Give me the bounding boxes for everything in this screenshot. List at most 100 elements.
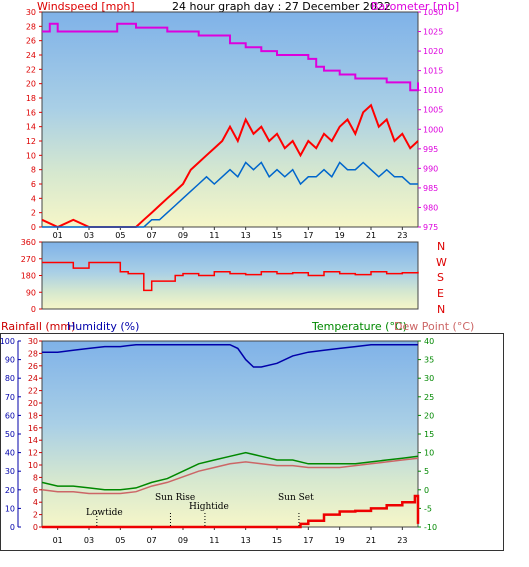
temperature-axis-title: Temperature (°C) <box>311 320 407 333</box>
wind-ytick-label-4: 4 <box>31 194 36 203</box>
wind-x-label-07: 07 <box>147 231 157 240</box>
hum-ytick-label-60: 60 <box>5 411 15 420</box>
barometer-right-axis: 975 980 985 990 995 1000 1005 1010 1015 1020 1025 1… <box>418 8 443 232</box>
rain-ytick-label-6: 6 <box>33 486 38 495</box>
wind-x-label-19: 19 <box>335 231 345 240</box>
windspeed-axis-title: Windspeed [mph] <box>37 0 135 13</box>
climate-x-label-11: 11 <box>209 536 219 545</box>
baro-ytick-label-985: 985 <box>423 184 438 193</box>
dir-ytick-label-0: 0 <box>31 305 36 314</box>
climate-x-label-21: 21 <box>366 536 376 545</box>
barometer-axis-title: Barometer [mb] <box>371 0 459 13</box>
baro-ytick-label-1005: 1005 <box>423 106 443 115</box>
climate-x-label-05: 05 <box>115 536 125 545</box>
rain-ytick-label-16: 16 <box>28 424 38 433</box>
rainfall-axis-title: Rainfall (mm) <box>1 320 75 333</box>
direction-series <box>42 261 419 292</box>
wind-ytick-label-8: 8 <box>31 166 36 175</box>
climate-series <box>41 343 420 529</box>
wind-ytick-label-22: 22 <box>26 65 36 74</box>
hum-ytick-label-50: 50 <box>5 430 15 439</box>
hum-ytick-label-100: 100 <box>0 337 15 346</box>
wind-series <box>41 22 419 229</box>
temp-ytick-label--5: -5 <box>424 504 432 513</box>
humidity-axis-title: Humidity (%) <box>67 320 139 333</box>
climate-x-label-09: 09 <box>178 536 188 545</box>
baro-ytick-label-980: 980 <box>423 203 438 212</box>
rainfall-series-line <box>42 494 420 529</box>
rain-ytick-label-20: 20 <box>28 399 38 408</box>
rain-ytick-label-14: 14 <box>28 436 38 445</box>
climate-x-label-17: 17 <box>303 536 313 545</box>
baro-ytick-label-1025: 1025 <box>423 28 443 37</box>
humidity-series-line <box>42 343 418 368</box>
hightide-label: Hightide <box>189 502 229 512</box>
sunrise-label: Sun Rise <box>155 493 195 503</box>
rain-ytick-label-18: 18 <box>28 411 38 420</box>
wind-x-label-13: 13 <box>241 231 251 240</box>
rain-ytick-label-10: 10 <box>28 461 38 470</box>
rain-ytick-label-22: 22 <box>28 387 38 396</box>
hum-ytick-label-40: 40 <box>5 449 15 458</box>
baro-ytick-label-1030: 1030 <box>423 8 443 17</box>
hum-ytick-label-70: 70 <box>5 393 15 402</box>
dewpoint-axis-title: Dew Point (°C) <box>394 320 474 333</box>
wind-direction-series-line <box>42 261 419 292</box>
climate-x-label-13: 13 <box>241 536 251 545</box>
barometer-series-line <box>42 22 419 92</box>
hum-ytick-label-10: 10 <box>5 504 15 513</box>
wind-ytick-label-26: 26 <box>26 37 36 46</box>
humidity-axis: 0 10 20 30 40 50 60 70 80 90 100 <box>0 337 21 532</box>
windspeed-series-line <box>41 103 419 229</box>
rain-ytick-label-24: 24 <box>28 374 38 383</box>
wind-ytick-label-2: 2 <box>31 209 36 218</box>
gust-series-line <box>42 161 418 228</box>
chart-title: 24 hour graph day : 27 December 2022 <box>172 0 391 13</box>
hum-ytick-label-30: 30 <box>5 467 15 476</box>
wind-ytick-label-14: 14 <box>26 123 36 132</box>
dir-ytick-label-360: 360 <box>21 238 36 247</box>
baro-ytick-label-1000: 1000 <box>423 125 443 134</box>
temperature-axis: -10 -5 0 5 10 15 20 25 30 35 40 <box>418 337 437 532</box>
hum-ytick-label-0: 0 <box>10 523 15 532</box>
climate-x-label-15: 15 <box>272 536 282 545</box>
rain-ytick-label-0: 0 <box>33 523 38 532</box>
dir-ytick-label-180: 180 <box>21 272 36 281</box>
baro-ytick-label-1020: 1020 <box>423 47 443 56</box>
lowtide-label: Lowtide <box>86 508 123 518</box>
wind-ytick-label-16: 16 <box>26 108 36 117</box>
baro-ytick-label-1015: 1015 <box>423 67 443 76</box>
temp-ytick-label-15: 15 <box>424 430 434 439</box>
hum-ytick-label-90: 90 <box>5 356 15 365</box>
rain-ytick-label-28: 28 <box>28 349 38 358</box>
climate-x-label-23: 23 <box>397 536 407 545</box>
direction-compass-labels: N W S E N <box>436 240 447 316</box>
temp-ytick-label-40: 40 <box>424 337 434 346</box>
temp-ytick-label-0: 0 <box>424 486 429 495</box>
compass-label-s: S <box>437 271 444 284</box>
tide-sun-annotations: Lowtide Sun Rise Hightide Sun Set <box>86 493 314 527</box>
wind-ytick-label-6: 6 <box>31 180 36 189</box>
wind-ytick-label-20: 20 <box>26 80 36 89</box>
rain-ytick-label-12: 12 <box>28 449 38 458</box>
temp-ytick-label-10: 10 <box>424 449 434 458</box>
wind-x-label-15: 15 <box>272 231 282 240</box>
rain-ytick-label-2: 2 <box>33 511 38 520</box>
wind-x-label-23: 23 <box>397 231 407 240</box>
wind-x-axis: 01 03 05 07 09 11 13 15 17 19 21 23 <box>53 227 407 240</box>
rain-ytick-label-8: 8 <box>33 473 38 482</box>
wind-ytick-label-0: 0 <box>31 223 36 232</box>
rain-ytick-label-26: 26 <box>28 362 38 371</box>
wind-x-label-11: 11 <box>209 231 219 240</box>
compass-label-n-top: N <box>437 240 445 253</box>
wind-x-label-05: 05 <box>115 231 125 240</box>
wind-panel-background <box>41 11 419 228</box>
baro-ytick-label-990: 990 <box>423 164 438 173</box>
hum-ytick-label-20: 20 <box>5 486 15 495</box>
wind-x-label-01: 01 <box>53 231 63 240</box>
wind-ytick-label-24: 24 <box>26 51 36 60</box>
climate-x-axis: 01 03 05 07 09 11 13 15 17 19 21 23 <box>53 527 407 545</box>
wind-ytick-label-28: 28 <box>26 22 36 31</box>
